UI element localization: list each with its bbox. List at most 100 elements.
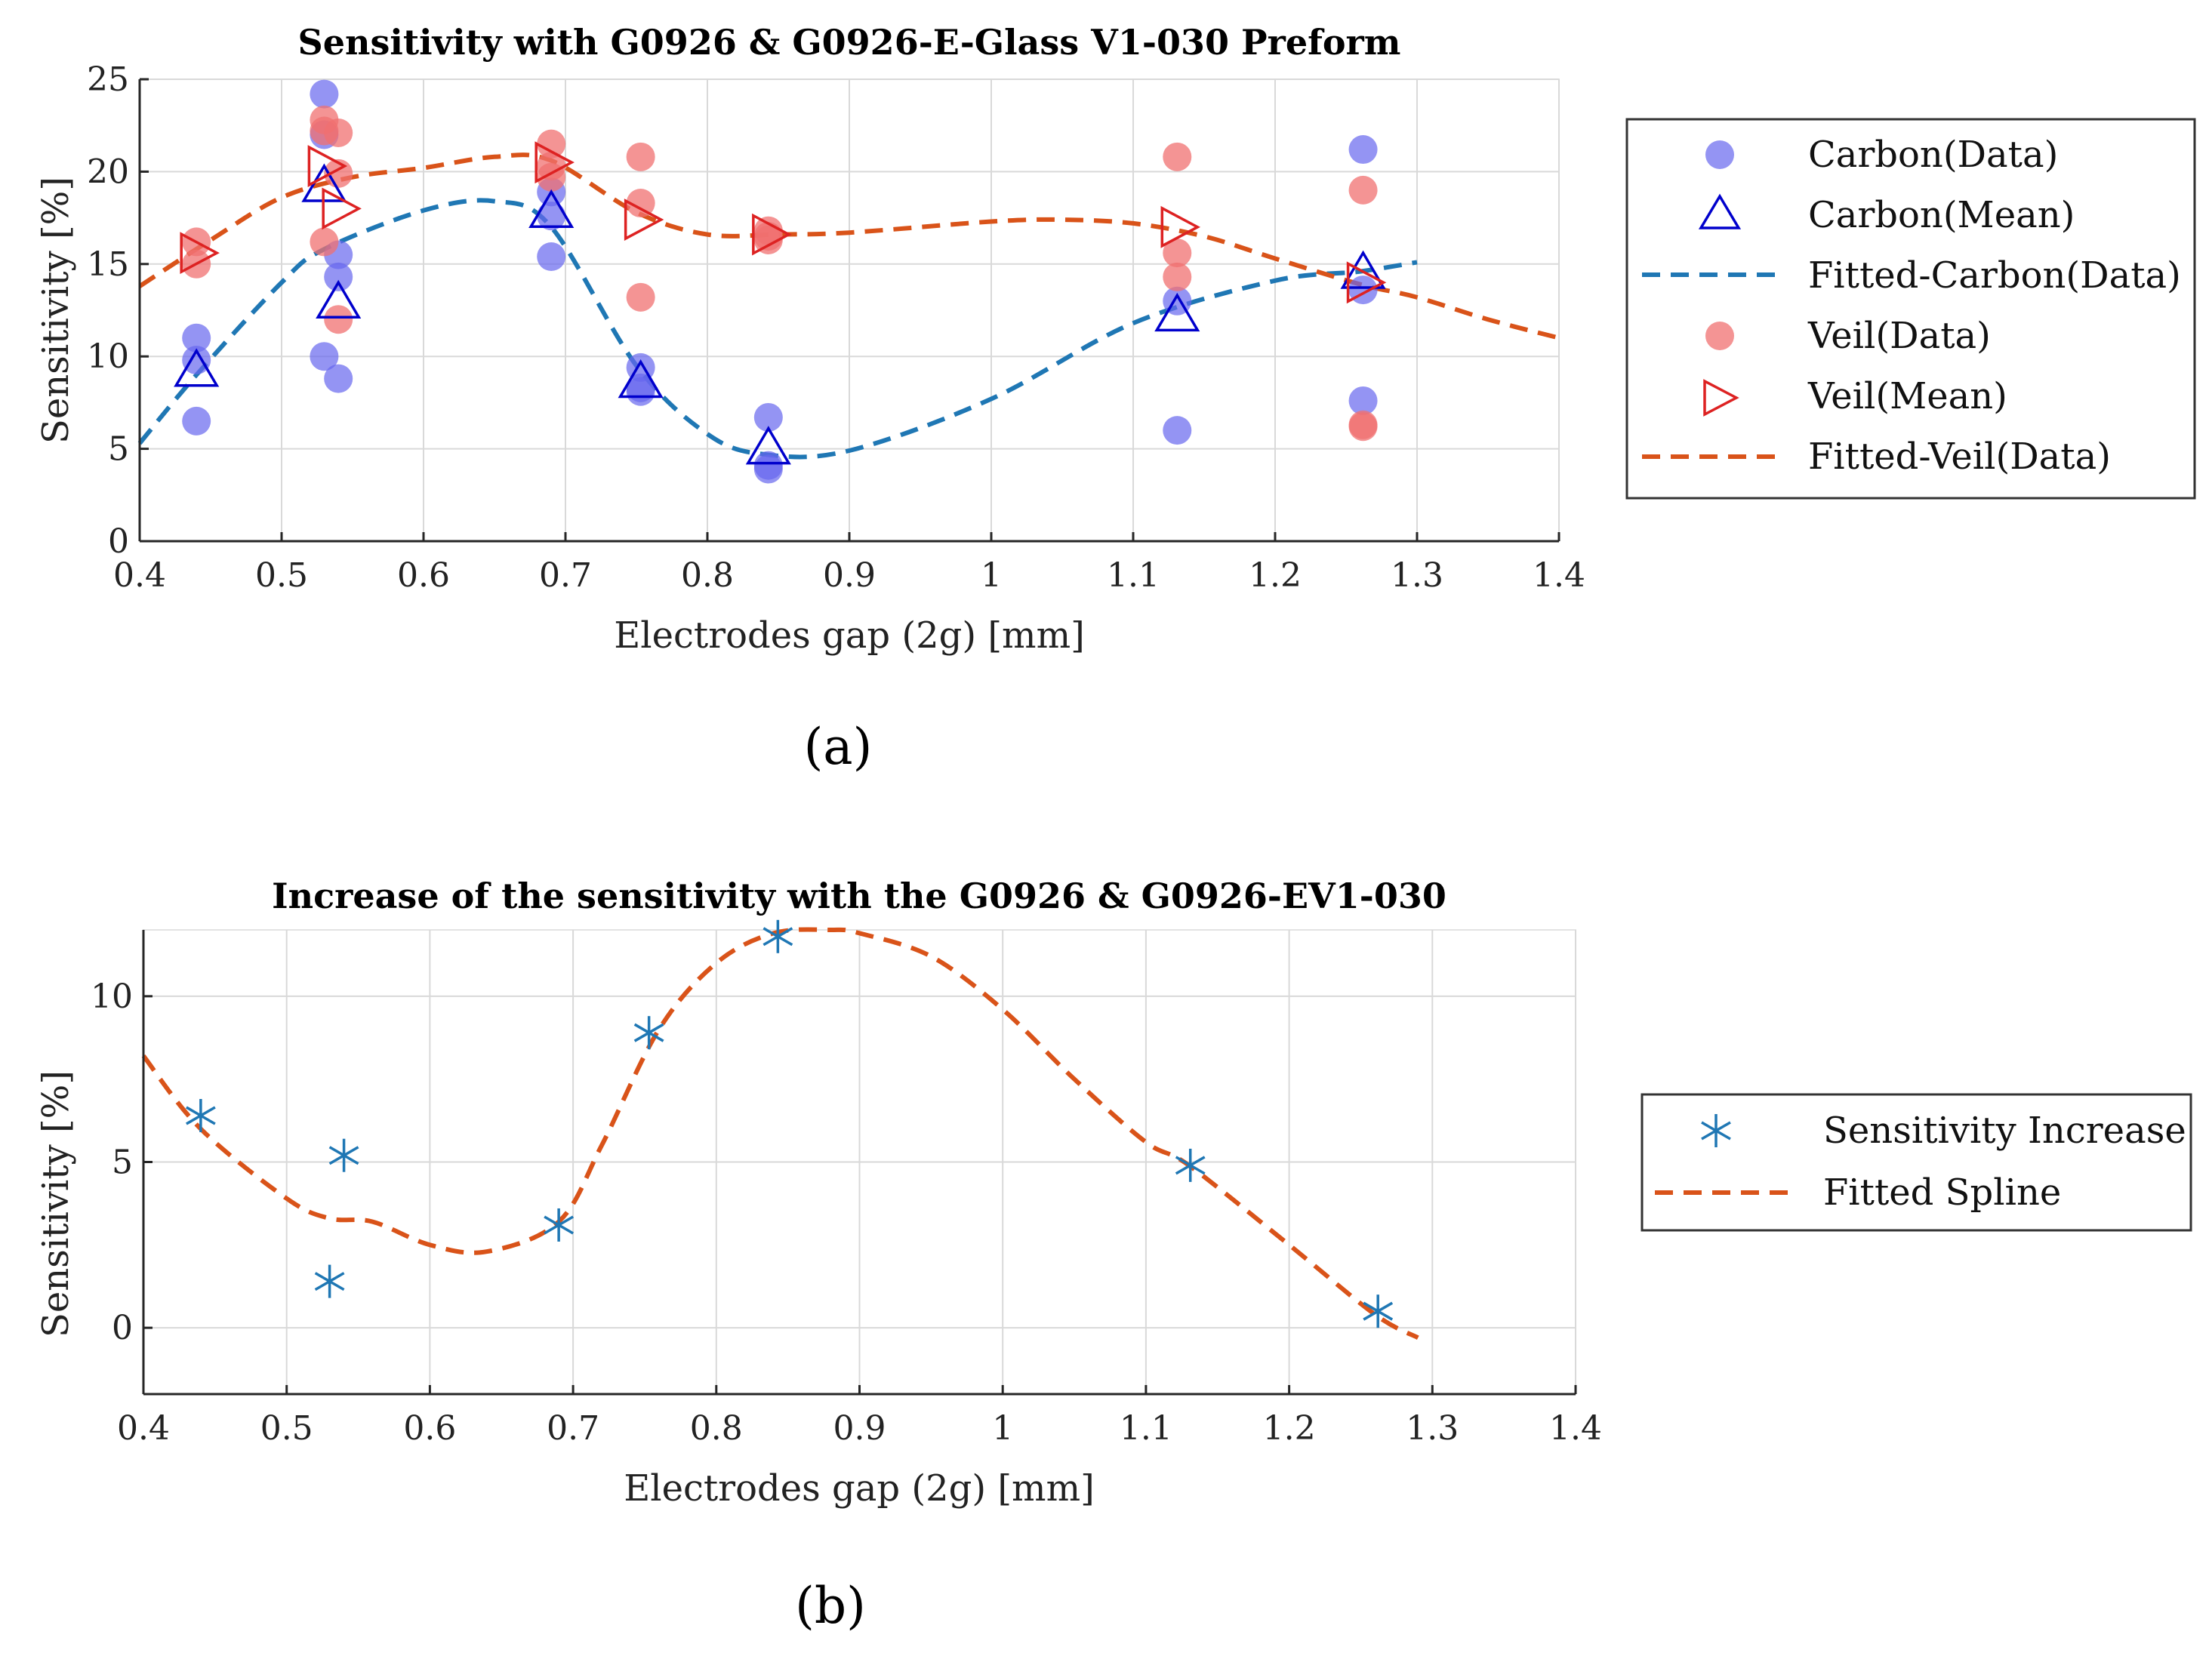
chart-b-xlabel: Electrodes gap (2g) [mm] bbox=[624, 1467, 1095, 1510]
legend-sensitivity-increase-label: Sensitivity Increase bbox=[1823, 1110, 2186, 1152]
chart-b-ticks: 0.4 0.5 0.6 0.7 0.8 0.9 1 1.1 1.2 1.3 1.4 0 5 10 bbox=[91, 977, 1602, 1448]
veil-data-point bbox=[1163, 142, 1192, 171]
chart-a-xtick-label: 0.9 bbox=[823, 556, 876, 595]
chart-a-grid bbox=[139, 78, 1560, 542]
chart-b-xtick-label: 0.6 bbox=[403, 1409, 456, 1448]
sensitivity-increase-point bbox=[314, 1264, 345, 1298]
sensitivity-increase-point bbox=[762, 919, 793, 953]
sensitivity-increase-point bbox=[328, 1138, 359, 1172]
chart-b-xtick-label: 0.4 bbox=[117, 1409, 170, 1448]
chart-a-xtick-label: 0.7 bbox=[539, 556, 592, 595]
carbon-data-point bbox=[1163, 416, 1192, 445]
veil-data-point bbox=[626, 189, 655, 218]
veil-mean-marker bbox=[624, 199, 664, 241]
veil-data-point bbox=[753, 225, 783, 254]
legend-veil-mean-marker bbox=[1703, 379, 1739, 417]
carbon-mean-marker bbox=[316, 279, 362, 319]
carbon-data-point bbox=[1348, 386, 1378, 415]
carbon-data-point bbox=[1348, 135, 1378, 165]
sensitivity-increase-point bbox=[186, 1099, 216, 1132]
legend-carbon-data-marker bbox=[1705, 140, 1734, 169]
chart-b-markers bbox=[186, 919, 1394, 1328]
legend-veil-data-label: Veil(Data) bbox=[1807, 315, 1991, 357]
veil-data-point bbox=[1348, 412, 1378, 442]
veil-data-point bbox=[1163, 239, 1192, 268]
veil-data-point bbox=[626, 142, 655, 171]
veil-mean-marker bbox=[1160, 205, 1201, 248]
chart-a-xtick-label: 0.5 bbox=[255, 556, 308, 595]
veil-data-point bbox=[626, 282, 655, 312]
legend-fitted-carbon-label: Fitted-Carbon(Data) bbox=[1808, 254, 2181, 297]
carbon-data-point bbox=[626, 377, 655, 406]
sensitivity-increase-point bbox=[633, 1016, 664, 1050]
carbon-data-point bbox=[537, 242, 566, 272]
chart-b-xtick-label: 1.4 bbox=[1549, 1409, 1602, 1448]
sensitivity-increase-point bbox=[544, 1208, 575, 1242]
chart-b-xtick-label: 1.3 bbox=[1406, 1409, 1459, 1448]
chart-a-legend-box bbox=[1625, 118, 2196, 500]
carbon-data-point bbox=[310, 342, 339, 371]
chart-a-xtick-label: 1.1 bbox=[1107, 556, 1160, 595]
legend-fitted-veil-label: Fitted-Veil(Data) bbox=[1808, 436, 2111, 478]
chart-a-ytick-label: 10 bbox=[87, 337, 129, 376]
chart-b-xtick-label: 1.2 bbox=[1263, 1409, 1316, 1448]
chart-b-xtick-label: 0.7 bbox=[547, 1409, 599, 1448]
fitted-carbon-curve bbox=[137, 198, 1418, 460]
chart-b-title: Increase of the sensitivity with the G09… bbox=[272, 876, 1446, 916]
chart-a-xtick-label: 1.2 bbox=[1249, 556, 1302, 595]
carbon-mean-marker bbox=[528, 189, 575, 229]
carbon-data-point bbox=[182, 346, 211, 375]
legend-carbon-mean-marker bbox=[1698, 193, 1742, 229]
chart-a-ylabel: Sensitivity [%] bbox=[35, 177, 77, 444]
veil-data-point bbox=[310, 227, 339, 257]
chart-a-ytick-label: 0 bbox=[108, 522, 129, 561]
chart-a-xtick-label: 0.4 bbox=[113, 556, 166, 595]
chart-a-markers bbox=[174, 79, 1387, 484]
veil-mean-marker bbox=[752, 213, 792, 256]
carbon-data-point bbox=[537, 202, 566, 231]
chart-b-caption: (b) bbox=[795, 1577, 866, 1635]
chart-a-xtick-label: 1.4 bbox=[1533, 556, 1585, 595]
legend-fitted-spline-label: Fitted Spline bbox=[1823, 1171, 2061, 1214]
chart-a-ytick-label: 5 bbox=[108, 430, 129, 469]
veil-mean-marker bbox=[322, 187, 362, 230]
veil-mean-marker bbox=[180, 232, 220, 275]
chart-b-xtick-label: 1 bbox=[992, 1409, 1013, 1448]
legend-veil-mean-label: Veil(Mean) bbox=[1807, 375, 2007, 417]
sensitivity-increase-point bbox=[1363, 1294, 1394, 1328]
legend-veil-data-marker bbox=[1705, 322, 1734, 350]
veil-data-point bbox=[1348, 175, 1378, 205]
chart-a-xlabel: Electrodes gap (2g) [mm] bbox=[614, 614, 1085, 657]
chart-a-xtick-label: 0.6 bbox=[397, 556, 450, 595]
legend-carbon-data-label: Carbon(Data) bbox=[1808, 134, 2058, 176]
chart-b: Increase of the sensitivity with the G09… bbox=[35, 876, 2192, 1635]
veil-data-point bbox=[537, 129, 566, 159]
carbon-data-point bbox=[310, 79, 339, 109]
chart-a-ticks: 0.4 0.5 0.6 0.7 0.8 0.9 1 1.1 1.2 1.3 1.4 0 5 10 15 20 2… bbox=[87, 60, 1585, 595]
legend-carbon-mean-label: Carbon(Mean) bbox=[1808, 194, 2075, 236]
carbon-data-point bbox=[324, 262, 353, 291]
chart-a-ytick-label: 15 bbox=[87, 245, 129, 284]
chart-b-ytick-label: 10 bbox=[91, 977, 133, 1016]
chart-b-xtick-label: 0.8 bbox=[690, 1409, 743, 1448]
carbon-mean-marker bbox=[745, 426, 791, 465]
carbon-mean-marker bbox=[618, 359, 664, 399]
veil-mean-marker bbox=[535, 141, 575, 184]
chart-b-fit-line bbox=[141, 927, 1419, 1340]
chart-b-grid bbox=[143, 930, 1576, 1394]
carbon-mean-marker bbox=[174, 348, 220, 387]
fitted-veil-curve bbox=[138, 152, 1560, 340]
chart-b-ytick-label: 5 bbox=[112, 1144, 133, 1182]
chart-a: Sensitivity with G0926 & G0926-E-Glass V… bbox=[35, 22, 2196, 776]
carbon-mean-marker bbox=[1154, 292, 1200, 332]
chart-a-xtick-label: 0.8 bbox=[681, 556, 734, 595]
carbon-data-point bbox=[753, 454, 783, 484]
veil-mean-marker bbox=[307, 145, 348, 187]
veil-data-point bbox=[1163, 262, 1192, 291]
chart-b-ylabel: Sensitivity [%] bbox=[35, 1070, 77, 1337]
carbon-data-point bbox=[753, 402, 783, 432]
chart-a-ytick-label: 25 bbox=[87, 60, 129, 99]
chart-b-xtick-label: 1.1 bbox=[1120, 1409, 1172, 1448]
legend-sensitivity-increase-marker bbox=[1701, 1114, 1731, 1147]
